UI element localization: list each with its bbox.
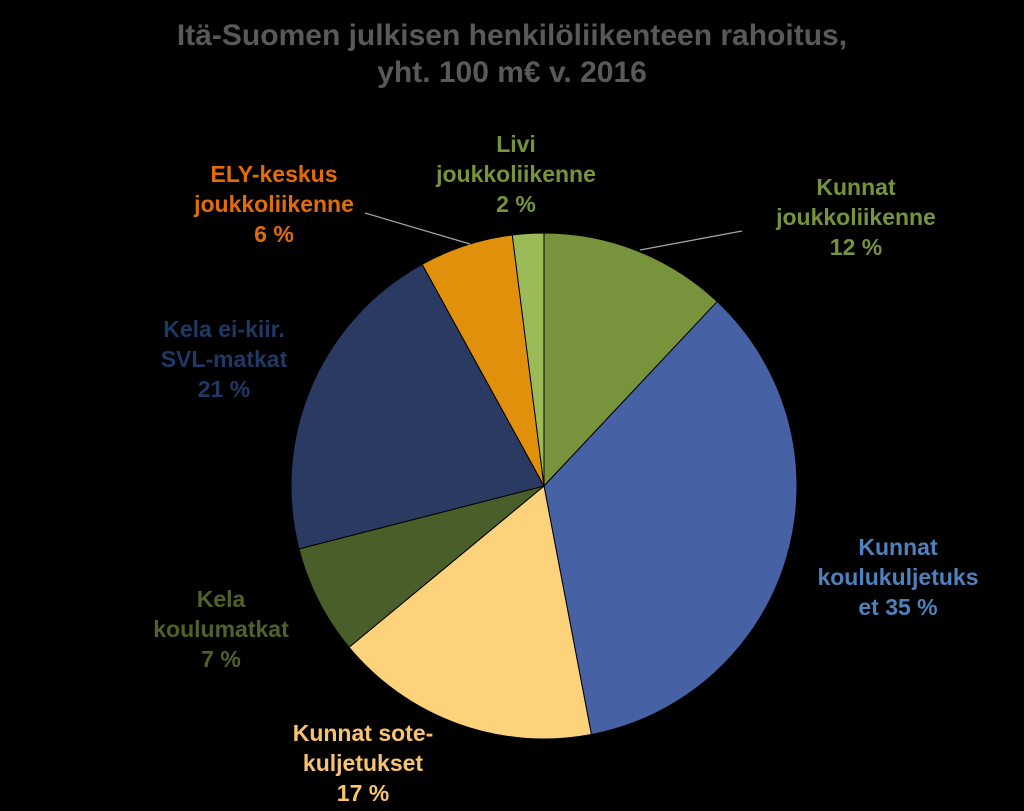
leader-lines — [364, 212, 743, 251]
slice-label-5-line-0: ELY-keskus — [210, 161, 337, 187]
slice-labels: Kunnat joukkoliikenne 12 % Kunnat koulukulje… — [153, 131, 978, 806]
slice-label-0-line-2: 12 % — [830, 234, 882, 260]
slice-label-1-line-0: Kunnat — [858, 534, 938, 560]
slice-label-5: ELY-keskus joukkoliikenne 6 % — [193, 161, 354, 247]
slice-label-3-line-0: Kela — [197, 586, 246, 612]
pie-slice-2 — [348, 485, 592, 740]
slice-label-6-line-0: Livi — [496, 131, 536, 157]
slice-label-4-line-0: Kela ei-kiir. — [163, 316, 284, 342]
pie-slice-1 — [543, 300, 798, 736]
slice-label-0-line-1: joukkoliikenne — [775, 204, 936, 230]
chart-title-line-1: Itä-Suomen julkisen henkilöliikenteen ra… — [177, 19, 847, 52]
slice-label-6-line-2: 2 % — [496, 191, 536, 217]
slice-label-1: Kunnat koulukuljetuks et 35 % — [817, 534, 978, 620]
slice-label-6: Livi joukkoliikenne 2 % — [435, 131, 596, 217]
slice-label-5-line-2: 6 % — [254, 221, 294, 247]
slice-label-3-line-2: 7 % — [201, 646, 241, 672]
slice-label-3-line-1: koulumatkat — [153, 616, 289, 642]
slice-label-4-line-2: 21 % — [198, 376, 250, 402]
slice-label-5-line-1: joukkoliikenne — [193, 191, 354, 217]
pie-slice-0 — [543, 232, 718, 488]
slice-label-1-line-1: koulukuljetuks — [817, 564, 978, 590]
pie-slice-6 — [511, 232, 545, 487]
slice-label-1-line-2: et 35 % — [858, 594, 937, 620]
slice-label-0-line-0: Kunnat — [816, 174, 896, 200]
slice-label-4-line-1: SVL-matkat — [161, 346, 288, 372]
slice-label-4: Kela ei-kiir. SVL-matkat 21 % — [161, 316, 288, 402]
slice-label-2-line-2: 17 % — [337, 780, 389, 806]
slice-label-6-line-1: joukkoliikenne — [435, 161, 596, 187]
slice-label-2-line-0: Kunnat sote- — [293, 720, 434, 746]
slice-label-0: Kunnat joukkoliikenne 12 % — [775, 174, 936, 260]
pie-slice-4 — [290, 263, 545, 550]
chart-title: Itä-Suomen julkisen henkilöliikenteen ra… — [177, 19, 847, 89]
leader-line-0 — [639, 230, 743, 251]
slice-label-2: Kunnat sote-kuljetukset 17 % — [293, 720, 434, 806]
pie-slice-3 — [298, 485, 545, 648]
slice-label-3: Kela koulumatkat 7 % — [153, 586, 289, 672]
slice-label-2-line-1: kuljetukset — [303, 750, 423, 776]
leader-line-5 — [364, 212, 471, 245]
pie-slices — [290, 232, 798, 740]
chart-title-line-2: yht. 100 m€ v. 2016 — [377, 56, 647, 89]
